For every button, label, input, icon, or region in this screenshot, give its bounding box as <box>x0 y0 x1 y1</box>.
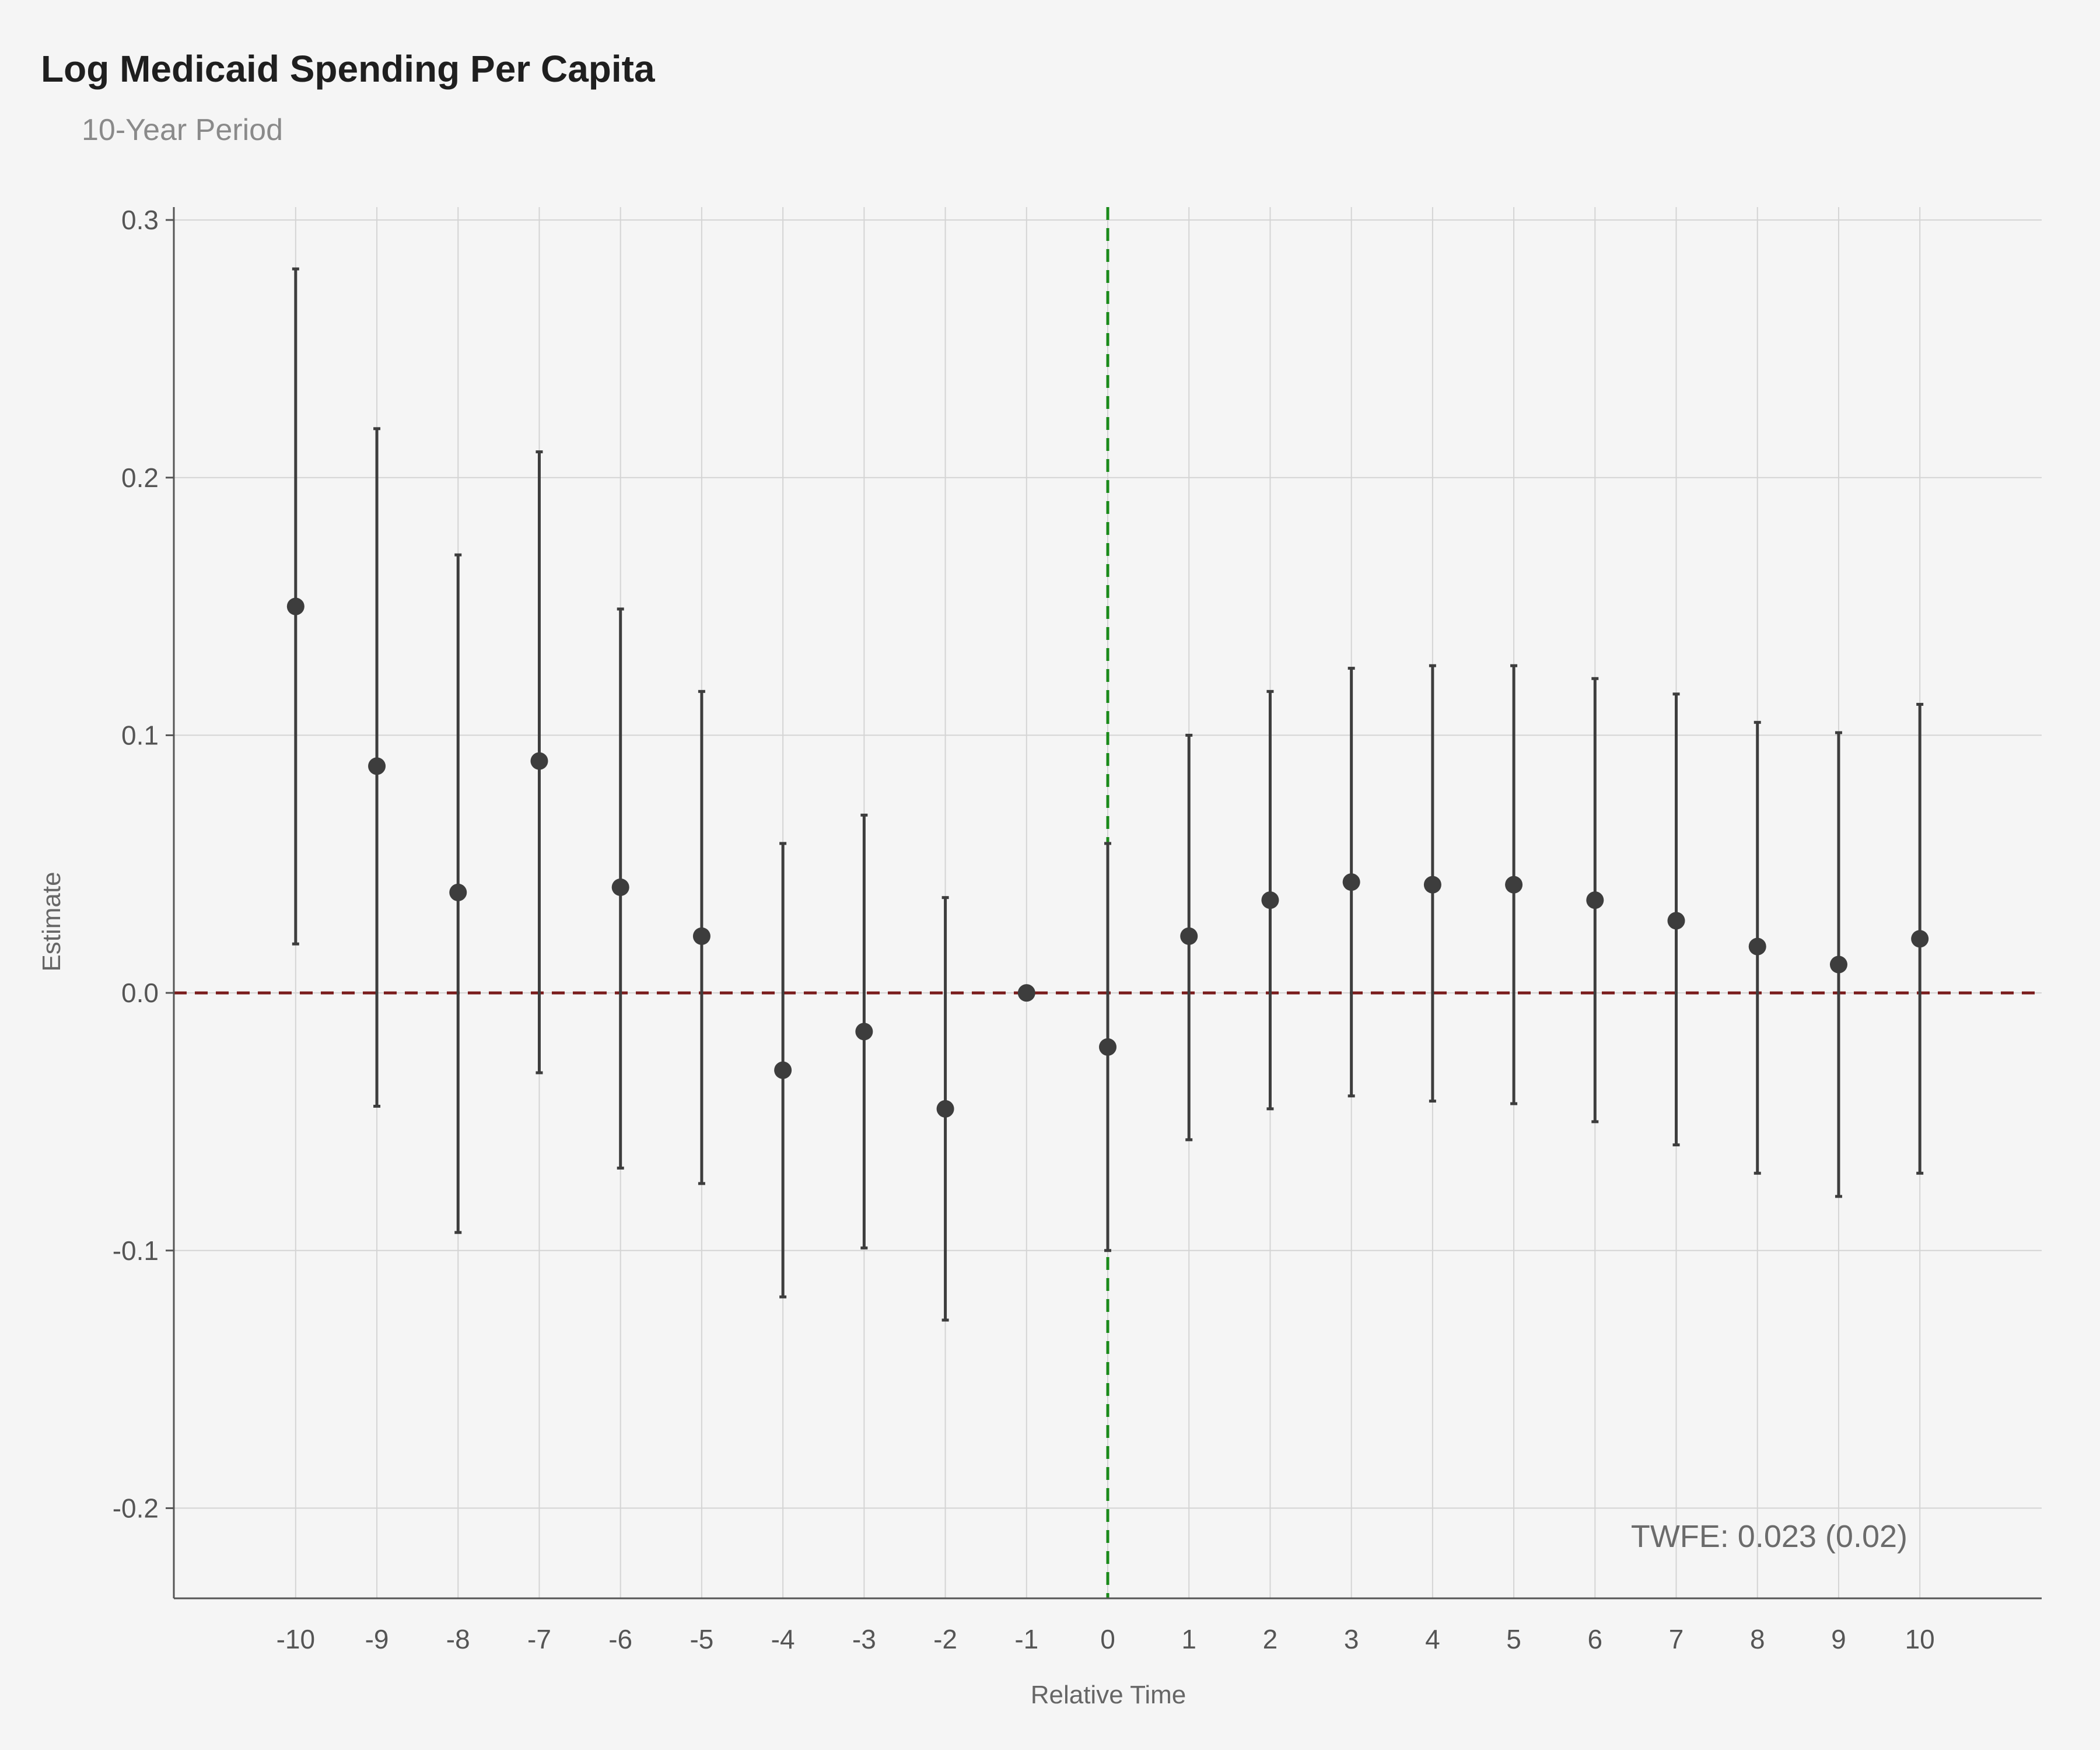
point-estimate <box>1748 937 1766 956</box>
chart-subtitle: 10-Year Period <box>82 113 283 147</box>
point-estimate <box>936 1100 954 1118</box>
y-tick-label: -0.1 <box>113 1236 159 1266</box>
point-estimate <box>286 597 304 615</box>
x-tick-label: -7 <box>527 1624 551 1654</box>
point-estimate <box>1423 876 1441 894</box>
x-tick-label: -9 <box>365 1624 389 1654</box>
point-estimate <box>692 927 710 945</box>
y-tick-label: 0.3 <box>121 205 159 235</box>
x-tick-label: -10 <box>276 1624 315 1654</box>
x-tick-label: 2 <box>1263 1624 1278 1654</box>
x-tick-label: -2 <box>933 1624 957 1654</box>
y-axis-label: Estimate <box>37 872 66 971</box>
point-estimates <box>286 597 1929 1118</box>
point-estimate <box>855 1023 873 1041</box>
x-tick-label: 1 <box>1181 1624 1196 1654</box>
point-estimate <box>1505 876 1523 894</box>
y-tick-label: 0.2 <box>121 463 159 493</box>
y-tick-labels: -0.2 -0.1 0.0 0.1 0.2 0.3 <box>113 205 174 1523</box>
axes <box>173 207 2042 1600</box>
y-tick-label: 0.1 <box>121 720 159 750</box>
x-tick-label: -5 <box>690 1624 713 1654</box>
point-estimate <box>368 757 386 775</box>
x-tick-label: -8 <box>446 1624 470 1654</box>
x-tick-label: 8 <box>1750 1624 1765 1654</box>
x-tick-label: 0 <box>1100 1624 1115 1654</box>
point-estimate <box>774 1061 792 1079</box>
twfe-annotation: TWFE: 0.023 (0.02) <box>1631 1519 1908 1554</box>
x-tick-label: -3 <box>852 1624 876 1654</box>
point-estimate <box>1586 891 1604 909</box>
point-estimate <box>1667 912 1685 930</box>
x-tick-label: 4 <box>1425 1624 1440 1654</box>
x-tick-label: 10 <box>1905 1624 1935 1654</box>
point-estimate <box>530 752 548 770</box>
point-estimate <box>1099 1038 1116 1056</box>
chart-title: Log Medicaid Spending Per Capita <box>41 48 655 90</box>
point-estimate <box>1180 927 1198 945</box>
point-estimate <box>1829 956 1847 974</box>
x-tick-labels: -10 -9 -8 -7 -6 -5 -4 -3 -2 -1 0 1 2 3 4 5 6 7 8 9 10 <box>276 1624 1935 1654</box>
x-tick-label: 5 <box>1506 1624 1521 1654</box>
x-tick-label: 6 <box>1588 1624 1603 1654</box>
x-tick-label: -4 <box>771 1624 795 1654</box>
y-tick-label: 0.0 <box>121 978 159 1008</box>
y-tick-label: -0.2 <box>113 1493 159 1523</box>
point-estimate <box>449 883 467 901</box>
point-estimate <box>1342 873 1360 891</box>
point-estimate <box>1261 891 1279 909</box>
point-estimate <box>1017 984 1035 1002</box>
x-tick-label: 3 <box>1344 1624 1359 1654</box>
point-estimate <box>1911 930 1929 948</box>
x-tick-label: -6 <box>608 1624 632 1654</box>
point-estimate <box>611 878 629 896</box>
x-axis-label: Relative Time <box>1031 1681 1186 1709</box>
x-tick-label: -1 <box>1014 1624 1038 1654</box>
x-tick-label: 7 <box>1669 1624 1684 1654</box>
x-tick-label: 9 <box>1831 1624 1846 1654</box>
